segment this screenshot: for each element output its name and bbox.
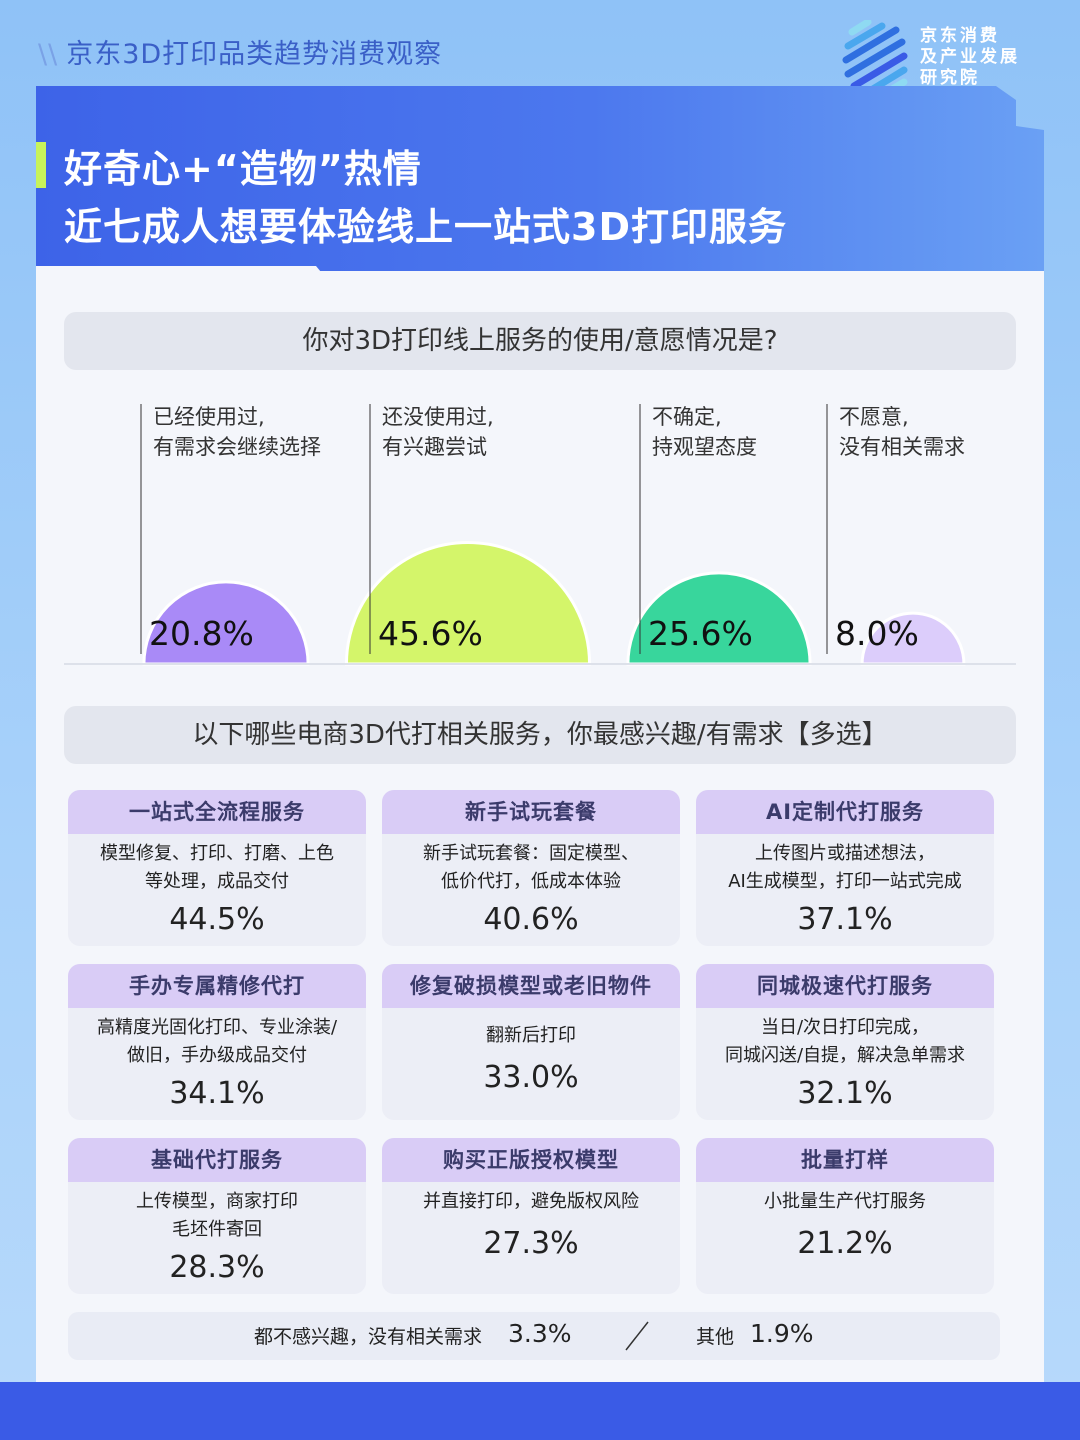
service-card: AI定制代打服务上传图片或描述想法， AI生成模型，打印一站式完成 37.1% [696, 790, 994, 946]
service-card: 基础代打服务上传模型，商家打印 毛坯件寄回 28.3% [68, 1138, 366, 1294]
bubble-label-line-1: 不确定, [652, 405, 722, 429]
service-card-description: 翻新后打印 [382, 1022, 680, 1050]
service-card-description-line: 并直接打印，避免版权风险 [423, 1191, 639, 1212]
service-card-description-line: 低价代打，低成本体验 [441, 871, 621, 892]
service-card-title: 批量打样 [696, 1138, 994, 1182]
service-card-description: 当日/次日打印完成， 同城闪送/自提，解决急单需求 [696, 1014, 994, 1070]
service-card-description: 高精度光固化打印、专业涂装/做旧，手办级成品交付 [68, 1014, 366, 1070]
service-card-title: 一站式全流程服务 [68, 790, 366, 834]
footer-item-none-value: 3.3% [508, 1319, 572, 1348]
bubble-label-line-2: 有兴趣尝试 [382, 435, 487, 459]
service-card-description-line: 翻新后打印 [486, 1025, 576, 1046]
service-card-description-line: 高精度光固化打印、专业涂装/ [96, 1017, 338, 1038]
bubble-value-3: 25.6% [648, 614, 753, 653]
service-card-value: 27.3% [483, 1226, 579, 1261]
service-card-description-line: 上传模型，商家打印 [136, 1191, 298, 1212]
bubble-label-2: 还没使用过, 有兴趣尝试 [382, 402, 494, 462]
bubble-1 [142, 580, 310, 666]
service-card-value: 34.1% [169, 1076, 265, 1111]
logo-line-3: 研究院 [920, 68, 980, 88]
service-card-title: 同城极速代打服务 [696, 964, 994, 1008]
service-card-description: 并直接打印，避免版权风险 [382, 1188, 680, 1216]
banner-accent-bar [36, 142, 46, 188]
service-card-description: 上传图片或描述想法， AI生成模型，打印一站式完成 [696, 840, 994, 896]
bubble-label-line-1: 已经使用过, [153, 405, 265, 429]
service-card-value: 21.2% [797, 1226, 893, 1261]
bubble-label-line-1: 不愿意, [839, 405, 909, 429]
service-card-title: 基础代打服务 [68, 1138, 366, 1182]
logo-line-1: 京东消费 [920, 26, 1000, 46]
service-card: 同城极速代打服务当日/次日打印完成， 同城闪送/自提，解决急单需求 32.1% [696, 964, 994, 1120]
footer-item-none-label: 都不感兴趣，没有相关需求 [254, 1326, 483, 1348]
service-card-value: 44.5% [169, 902, 265, 937]
bubble-label-line-1: 还没使用过, [382, 405, 494, 429]
service-card-value: 40.6% [483, 902, 579, 937]
bubble-chart-svg [64, 404, 1016, 666]
bubble-value-2: 45.6% [378, 614, 483, 653]
panel-tab-notch [36, 266, 336, 290]
service-card: 新手试玩套餐新手试玩套餐：固定模型、 低价代打，低成本体验 40.6% [382, 790, 680, 946]
bubble-chart: 已经使用过, 有需求会继续选择 20.8% 还没使用过, 有兴趣尝试 45.6% 不确定, 持… [36, 386, 1044, 676]
bubble-label-line-2: 持观望态度 [652, 435, 757, 459]
service-card: 批量打样小批量生产代打服务 21.2% [696, 1138, 994, 1294]
service-card: 修复破损模型或老旧物件翻新后打印 33.0% [382, 964, 680, 1120]
service-card-title: 修复破损模型或老旧物件 [382, 964, 680, 1008]
footer-stats: 都不感兴趣，没有相关需求 3.3% 其他 1.9% [68, 1312, 1000, 1360]
content-frame: 好奇心+“造物”热情 近七成人想要体验线上一站式3D打印服务 你对3D打印线上服… [36, 86, 1044, 1406]
bubble-value-4: 8.0% [835, 614, 919, 653]
page-title-line-2: 近七成人想要体验线上一站式3D打印服务 [64, 205, 787, 249]
service-card-description-line: 等处理，成品交付 [145, 871, 289, 892]
bubble-3 [626, 571, 812, 666]
service-card-title: 新手试玩套餐 [382, 790, 680, 834]
page-title-line-1: 好奇心+“造物”热情 [64, 147, 422, 191]
bubble-4 [860, 611, 966, 666]
question-1-bar: 你对3D打印线上服务的使用/意愿情况是? [64, 312, 1016, 370]
service-card-description: 上传模型，商家打印 毛坯件寄回 [68, 1188, 366, 1244]
slash-icon: \\ [38, 39, 59, 70]
footer-item-other-label: 其他 [696, 1326, 735, 1348]
logo-line-2: 及产业发展 [920, 47, 1020, 67]
service-card-value: 32.1% [797, 1076, 893, 1111]
service-card-value: 37.1% [797, 902, 893, 937]
bubble-label-3: 不确定, 持观望态度 [652, 402, 757, 462]
service-card-title: 购买正版授权模型 [382, 1138, 680, 1182]
service-card: 手办专属精修代打高精度光固化打印、专业涂装/做旧，手办级成品交付 34.1% [68, 964, 366, 1120]
service-card-description-line: 当日/次日打印完成， [760, 1017, 930, 1038]
bubble-label-line-2: 没有相关需求 [839, 435, 965, 459]
service-card-title: 手办专属精修代打 [68, 964, 366, 1008]
bottom-band [0, 1382, 1080, 1440]
divider-slash-icon [625, 1321, 649, 1351]
service-card-description-line: 同城闪送/自提，解决急单需求 [724, 1045, 966, 1066]
bubble-value-1: 20.8% [149, 614, 254, 653]
source-text: 京东3D打印品类趋势消费观察 [66, 39, 443, 70]
logo-mark-icon [842, 20, 908, 96]
bubble-label-4: 不愿意, 没有相关需求 [839, 402, 965, 462]
service-card-value: 28.3% [169, 1250, 265, 1285]
service-card-value: 33.0% [483, 1060, 579, 1095]
service-card: 一站式全流程服务模型修复、打印、打磨、上色 等处理，成品交付 44.5% [68, 790, 366, 946]
service-card: 购买正版授权模型并直接打印，避免版权风险 27.3% [382, 1138, 680, 1294]
bubble-2 [344, 540, 592, 666]
footer-item-other-value: 1.9% [750, 1319, 814, 1348]
service-card-title: AI定制代打服务 [696, 790, 994, 834]
service-card-description-line: 新手试玩套餐：固定模型、 [423, 843, 639, 864]
bubble-label-1: 已经使用过, 有需求会继续选择 [153, 402, 321, 462]
service-card-description-line: AI生成模型，打印一站式完成 [728, 871, 962, 892]
title-banner [36, 86, 1044, 286]
service-card-description: 模型修复、打印、打磨、上色 等处理，成品交付 [68, 840, 366, 896]
service-card-description: 新手试玩套餐：固定模型、 低价代打，低成本体验 [382, 840, 680, 896]
service-card-description-line: 做旧，手办级成品交付 [127, 1045, 307, 1066]
source-line: \\ 京东3D打印品类趋势消费观察 [38, 32, 442, 71]
service-card-description-line: 模型修复、打印、打磨、上色 [100, 843, 334, 864]
bubble-label-line-2: 有需求会继续选择 [153, 435, 321, 459]
logo-text: 京东消费 及产业发展 研究院 [920, 26, 1020, 89]
service-card-description-line: 小批量生产代打服务 [764, 1191, 926, 1212]
service-card-description: 小批量生产代打服务 [696, 1188, 994, 1216]
question-2-bar: 以下哪些电商3D代打相关服务，你最感兴趣/有需求【多选】 [64, 706, 1016, 764]
service-card-description-line: 上传图片或描述想法， [755, 843, 935, 864]
service-card-description-line: 毛坯件寄回 [172, 1219, 262, 1240]
